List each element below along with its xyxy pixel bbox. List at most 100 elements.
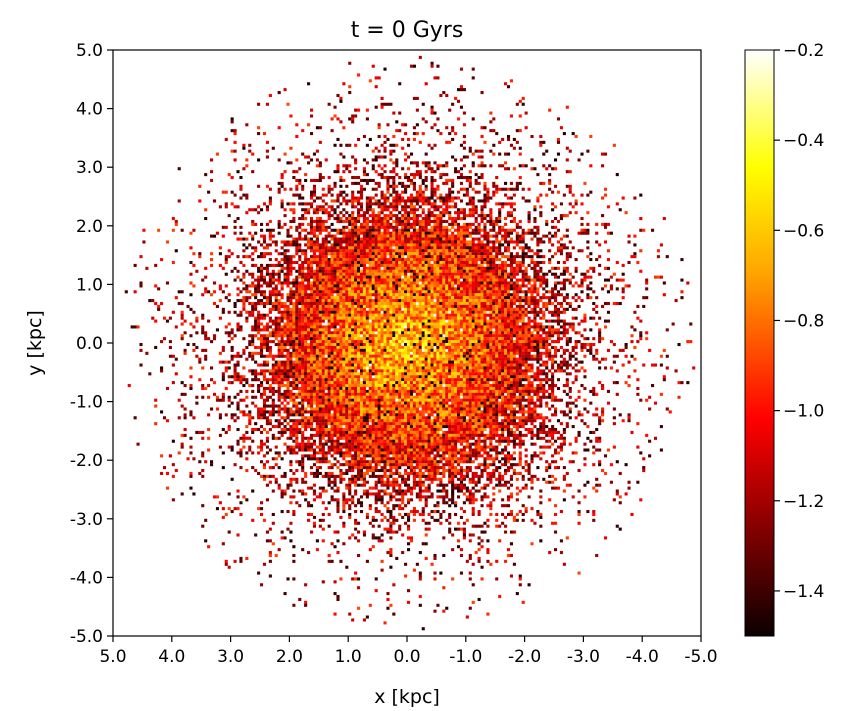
heatmap-cell [180, 337, 184, 341]
heatmap-cell [277, 158, 281, 162]
heatmap-cell [257, 389, 261, 393]
heatmap-cell [233, 205, 237, 209]
heatmap-cell [354, 381, 358, 385]
heatmap-cell [365, 419, 369, 423]
heatmap-cell [309, 334, 314, 338]
heatmap-cell [312, 375, 317, 379]
heatmap-cell [389, 474, 393, 478]
heatmap-cell [274, 263, 278, 267]
heatmap-cell [365, 284, 369, 288]
heatmap-cell [383, 474, 387, 478]
heatmap-cell [274, 331, 278, 335]
heatmap-cell [389, 463, 393, 467]
heatmap-cell [301, 296, 305, 300]
heatmap-cell [336, 507, 340, 511]
heatmap-cell [386, 266, 390, 270]
heatmap-cell [304, 217, 308, 221]
heatmap-cell [318, 345, 322, 350]
heatmap-cell [395, 489, 399, 493]
heatmap-cell [371, 337, 375, 341]
heatmap-cell [357, 219, 361, 224]
heatmap-cell [265, 149, 269, 153]
heatmap-cell [330, 422, 334, 426]
heatmap-cell [374, 369, 378, 373]
heatmap-cell [333, 290, 337, 294]
heatmap-cell [315, 375, 319, 379]
heatmap-cell [398, 266, 402, 270]
heatmap-cell [383, 395, 387, 399]
heatmap-cell [359, 337, 364, 341]
heatmap-cell [380, 211, 384, 215]
heatmap-cell [368, 439, 372, 443]
heatmap-cell [286, 331, 290, 335]
heatmap-cell [380, 255, 384, 259]
heatmap-cell [201, 430, 205, 434]
heatmap-cell [392, 170, 396, 174]
heatmap-cell [377, 337, 381, 341]
heatmap-cell [339, 255, 343, 259]
heatmap-cell [368, 249, 372, 253]
heatmap-cell [348, 612, 352, 616]
heatmap-cell [377, 252, 381, 256]
heatmap-cell [365, 199, 369, 203]
heatmap-cell [362, 451, 366, 455]
heatmap-cell [251, 427, 255, 432]
heatmap-cell [330, 117, 334, 121]
heatmap-cell [174, 372, 178, 376]
heatmap-cell [304, 237, 308, 241]
heatmap-cell [295, 407, 299, 411]
heatmap-cell [260, 272, 264, 276]
heatmap-cell [186, 343, 190, 347]
heatmap-cell [148, 372, 152, 376]
heatmap-cell [386, 527, 390, 531]
heatmap-cell [380, 386, 384, 391]
heatmap-cell [383, 457, 387, 461]
heatmap-cell [277, 225, 281, 229]
heatmap-cell [254, 278, 258, 282]
heatmap-cell [227, 398, 231, 402]
heatmap-cell [292, 266, 296, 270]
heatmap-cell [362, 463, 366, 467]
heatmap-cell [380, 296, 384, 300]
heatmap-cell [351, 495, 355, 499]
heatmap-cell [260, 384, 264, 388]
heatmap-cell [312, 293, 317, 297]
heatmap-cell [195, 430, 199, 434]
heatmap-cell [248, 343, 252, 347]
heatmap-cell [362, 290, 366, 294]
heatmap-cell [365, 401, 369, 405]
heatmap-cell [351, 199, 355, 203]
heatmap-cell [168, 345, 172, 350]
heatmap-cell [359, 407, 364, 411]
heatmap-cell [330, 375, 334, 379]
heatmap-cell [339, 281, 343, 285]
heatmap-cell [336, 539, 340, 543]
heatmap-cell [374, 287, 378, 291]
heatmap-cell [398, 395, 402, 399]
heatmap-cell [348, 363, 352, 367]
heatmap-cell [354, 260, 358, 265]
heatmap-cell [398, 217, 402, 221]
heatmap-cell [315, 395, 319, 399]
heatmap-cell [371, 196, 375, 200]
heatmap-cell [351, 222, 355, 226]
heatmap-cell [304, 416, 308, 420]
heatmap-cell [309, 331, 314, 335]
heatmap-cell [359, 366, 364, 370]
heatmap-cell [277, 322, 281, 326]
heatmap-cell [304, 313, 308, 317]
heatmap-cell [368, 419, 372, 423]
heatmap-cell [354, 231, 358, 235]
heatmap-cell [371, 319, 375, 323]
heatmap-cell [301, 407, 305, 411]
heatmap-cell [368, 395, 372, 399]
heatmap-cell [330, 363, 334, 367]
heatmap-cell [227, 381, 231, 385]
heatmap-cell [374, 219, 378, 224]
heatmap-cell [304, 454, 308, 458]
heatmap-cell [395, 129, 399, 133]
heatmap-cell [242, 275, 246, 279]
heatmap-cell [268, 252, 272, 256]
heatmap-cell [380, 410, 384, 414]
heatmap-cell [248, 143, 252, 147]
